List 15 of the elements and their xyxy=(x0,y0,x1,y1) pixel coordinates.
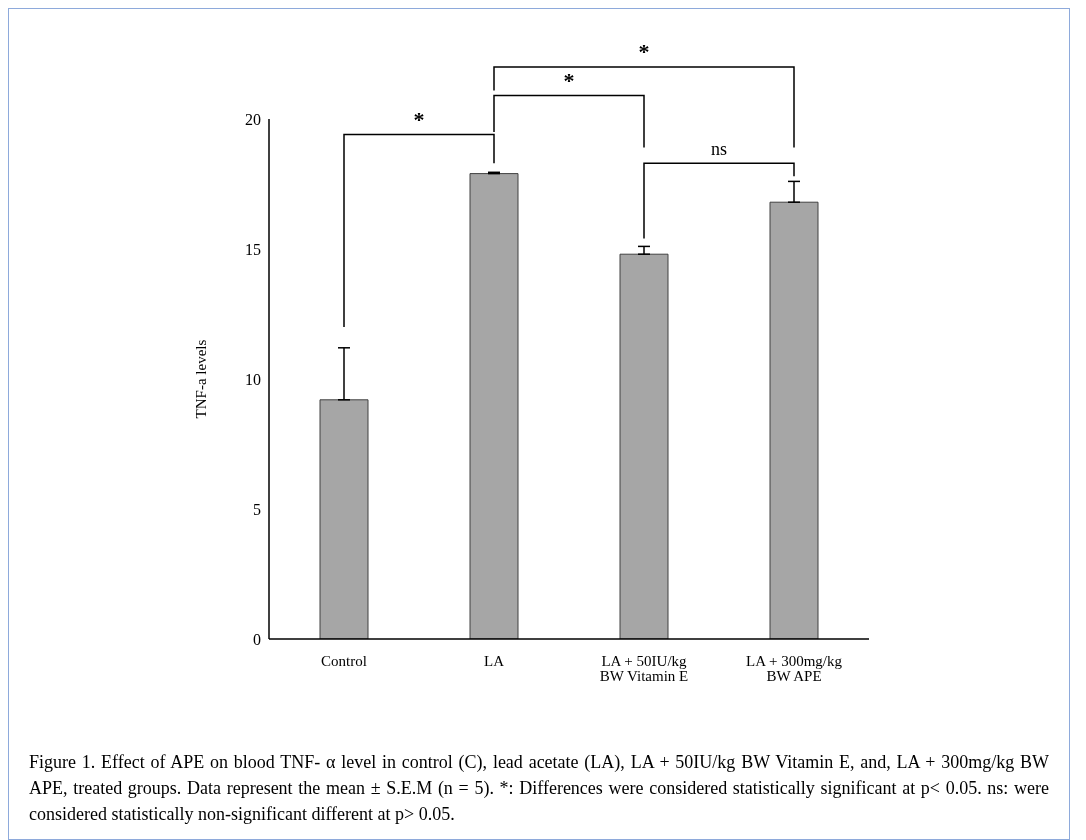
y-tick-label: 0 xyxy=(253,630,261,648)
y-axis-title: TNF-a levels xyxy=(193,339,210,419)
y-tick-label: 20 xyxy=(245,110,261,128)
annotation: * xyxy=(413,106,425,132)
caption: Figure 1. Effect of APE on blood TNF- α level in control (C), lead acetate (LA), LA + 50IU/kg BW Vitamin E, and, LA + 300mg/kg BW APE, treated groups. Data represent the mean ± S.E.M (n = 5). *: Differences were considered statistically significant at p< 0.05. ns: were considered statistically non-significant different at p> 0.05. xyxy=(29,751,1049,827)
x-tick-label: LA + 50IU/kg BW Vitamin E xyxy=(599,652,689,684)
y-tick-label: 10 xyxy=(245,370,261,388)
x-tick-label: LA + 300mg/kg BW APE xyxy=(746,652,843,684)
bar xyxy=(619,253,669,639)
annotation: ns xyxy=(710,139,728,160)
y-tick-label: 15 xyxy=(245,240,261,258)
bar xyxy=(319,399,369,639)
x-tick-label: LA xyxy=(484,652,505,669)
x-tick-label: Control xyxy=(321,652,367,669)
y-tick-label: 5 xyxy=(253,500,261,518)
